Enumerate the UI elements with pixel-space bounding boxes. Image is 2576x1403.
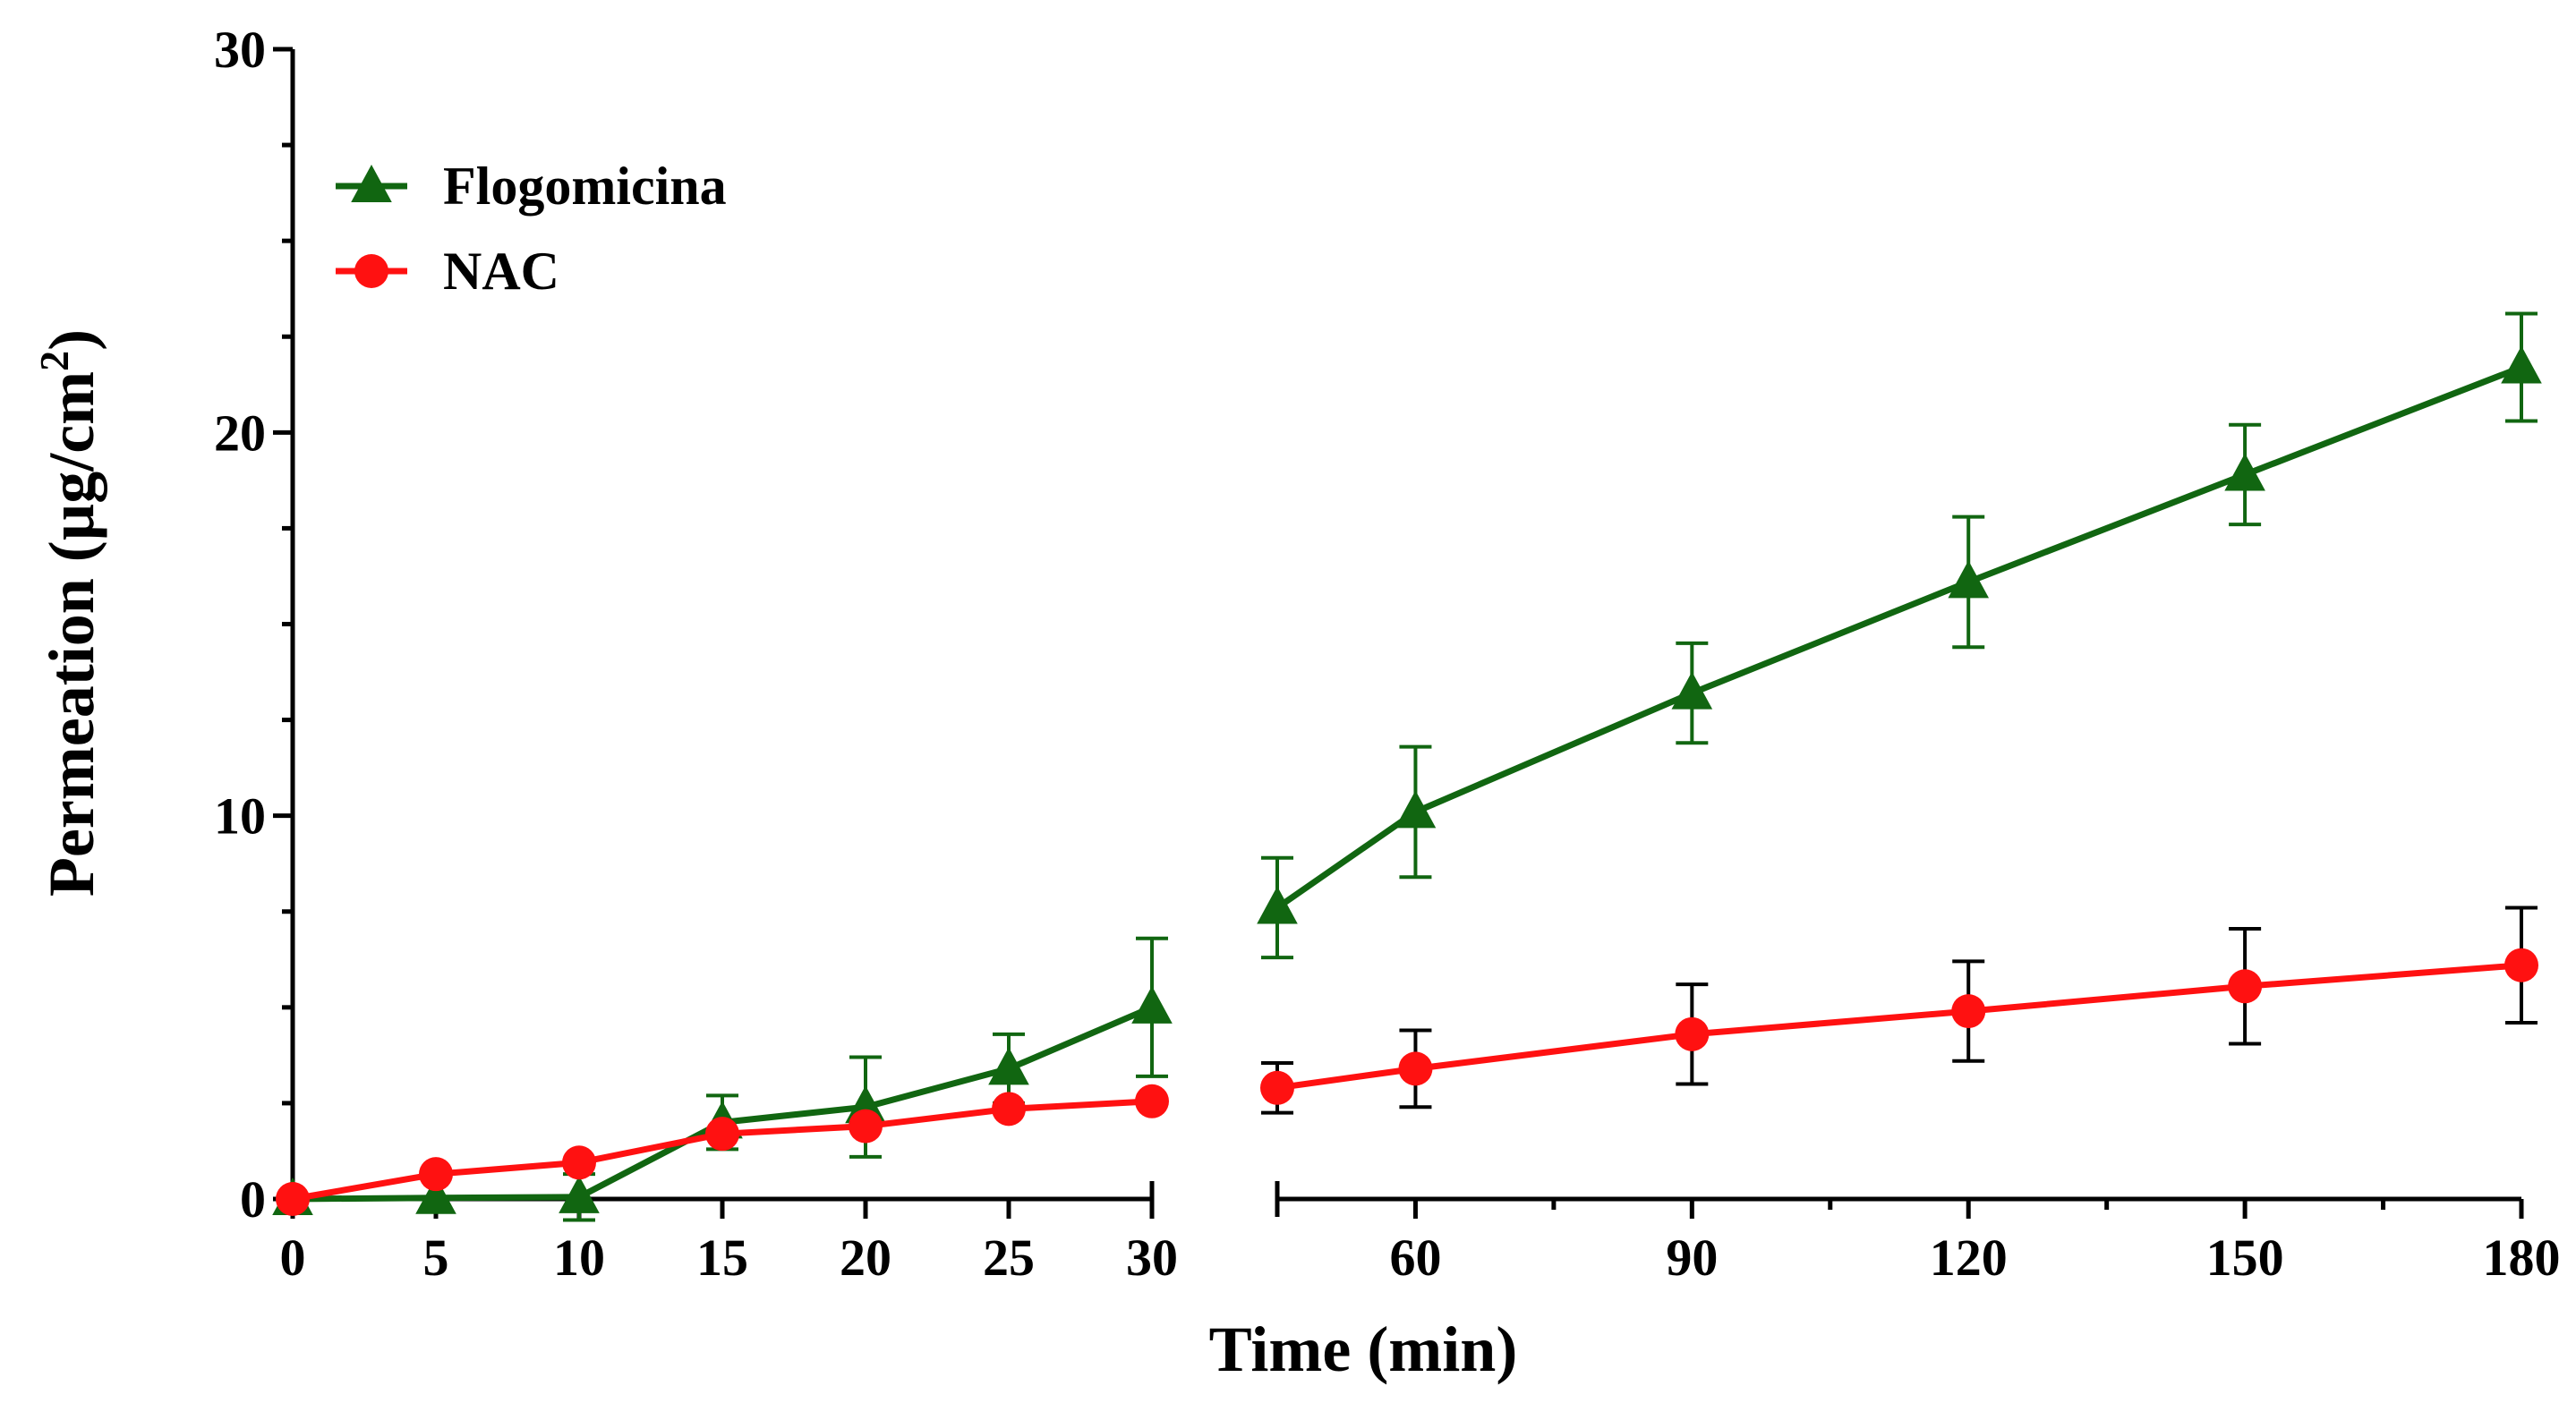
x-tick-label: 0 bbox=[280, 1229, 306, 1287]
data-point-nac bbox=[419, 1157, 453, 1192]
data-point-flogomicina bbox=[415, 1176, 456, 1214]
data-point-flogomicina bbox=[2501, 345, 2542, 384]
data-point-flogomicina bbox=[1395, 790, 1437, 829]
x-tick-label: 15 bbox=[696, 1229, 748, 1287]
x-tick-label: 20 bbox=[840, 1229, 891, 1287]
data-point-nac bbox=[276, 1182, 310, 1216]
y-tick-label: 20 bbox=[214, 404, 266, 462]
data-point-flogomicina bbox=[559, 1175, 600, 1213]
data-point-nac bbox=[1260, 1070, 1294, 1105]
x-tick-label: 10 bbox=[553, 1229, 605, 1287]
data-point-flogomicina bbox=[2224, 453, 2265, 491]
x-tick-label: 90 bbox=[1666, 1229, 1718, 1287]
data-point-nac bbox=[1675, 1016, 1710, 1051]
data-point-flogomicina bbox=[1948, 560, 1990, 599]
data-point-nac bbox=[2228, 969, 2263, 1004]
legend-marker-flogomicina bbox=[351, 165, 392, 202]
x-tick-label: 150 bbox=[2206, 1229, 2284, 1287]
series-line-nac bbox=[1276, 962, 2522, 1092]
data-point-nac bbox=[562, 1145, 596, 1180]
y-axis-title-close: ) bbox=[36, 329, 107, 351]
data-point-nac bbox=[1135, 1084, 1169, 1118]
x-tick-label: 180 bbox=[2483, 1229, 2561, 1287]
series-flogomicina bbox=[272, 311, 2542, 1222]
data-point-nac bbox=[1398, 1051, 1433, 1086]
legend-label: NAC bbox=[443, 242, 559, 301]
data-point-flogomicina bbox=[988, 1047, 1029, 1085]
legend-label: Flogomicina bbox=[443, 157, 727, 216]
data-point-nac bbox=[1951, 994, 1986, 1029]
data-point-nac bbox=[849, 1109, 883, 1144]
series-line-flogomicina bbox=[1275, 364, 2523, 911]
data-point-flogomicina bbox=[1257, 886, 1298, 924]
data-point-flogomicina bbox=[1131, 985, 1173, 1024]
y-axis-title-superscript: 2 bbox=[31, 351, 77, 371]
y-axis-title-main: Permeation (µg/cm bbox=[36, 371, 107, 897]
x-tick-label: 30 bbox=[1126, 1229, 1178, 1287]
legend: Flogomicina NAC bbox=[336, 157, 727, 301]
x-tick-label: 25 bbox=[983, 1229, 1035, 1287]
data-point-nac bbox=[705, 1117, 739, 1152]
series-nac bbox=[276, 906, 2538, 1216]
x-tick-label: 5 bbox=[423, 1229, 449, 1287]
y-tick-label: 0 bbox=[240, 1170, 266, 1229]
x-tick-label: 120 bbox=[1930, 1229, 2008, 1287]
x-tick-label: 60 bbox=[1389, 1229, 1441, 1287]
y-tick-label: 30 bbox=[214, 21, 266, 79]
data-point-flogomicina bbox=[1671, 671, 1713, 710]
legend-item-nac: NAC bbox=[336, 242, 559, 301]
data-point-nac bbox=[2504, 948, 2538, 982]
y-axis-title: Permeation (µg/cm2) bbox=[31, 329, 107, 897]
x-axis-title: Time (min) bbox=[1209, 1314, 1518, 1385]
legend-item-flogomicina: Flogomicina bbox=[336, 157, 727, 216]
data-point-nac bbox=[992, 1092, 1026, 1127]
y-tick-label: 10 bbox=[214, 787, 266, 846]
series-layer bbox=[272, 311, 2542, 1222]
legend-marker-nac bbox=[354, 254, 388, 288]
